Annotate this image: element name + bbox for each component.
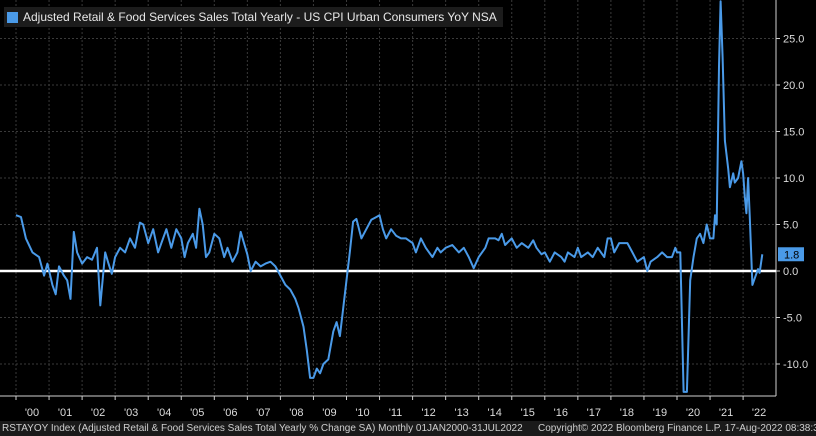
gridlines xyxy=(0,0,776,396)
x-tick-label: '10 xyxy=(355,407,369,419)
y-tick-label: 10.0 xyxy=(783,173,804,185)
y-tick-label: 20.0 xyxy=(783,80,804,92)
x-tick-label: '17 xyxy=(587,407,601,419)
y-tick-label: -5.0 xyxy=(783,313,802,325)
x-tick-label: '20 xyxy=(686,407,700,419)
series-line xyxy=(15,0,764,393)
x-tick-label: '07 xyxy=(256,407,270,419)
y-tick-label: 15.0 xyxy=(783,127,804,139)
x-tick-label: '19 xyxy=(653,407,667,419)
y-tick-label: 5.0 xyxy=(783,220,798,232)
last-value-badge xyxy=(778,247,804,262)
x-tick-label: '14 xyxy=(488,407,502,419)
x-tick-label: '03 xyxy=(124,407,138,419)
y-axis: 25.0 20.0 15.0 10.0 5.0 0.0 -5.0 -10.0 xyxy=(775,0,808,396)
x-tick-label: '15 xyxy=(521,407,535,419)
x-tick-label: '12 xyxy=(421,407,435,419)
x-tick-label: '16 xyxy=(554,407,568,419)
x-tick-label: '05 xyxy=(190,407,204,419)
footer-copyright: Copyright© 2022 Bloomberg Finance L.P. 1… xyxy=(538,423,816,434)
x-tick-label: '08 xyxy=(289,407,303,419)
x-tick-label: '11 xyxy=(389,407,403,419)
x-tick-label: '02 xyxy=(91,407,105,419)
x-tick-label: '13 xyxy=(454,407,468,419)
x-axis: '00 '01 '02 '03 '04 '05 '06 '07 '08 '09 '10 '11 '12 '… xyxy=(0,395,776,419)
y-tick-label: 25.0 xyxy=(783,34,804,46)
legend-label: Adjusted Retail & Food Services Sales To… xyxy=(23,10,497,24)
last-value-label: 1.8 xyxy=(784,249,799,261)
y-tick-label: -10.0 xyxy=(783,359,808,371)
x-tick-label: '00 xyxy=(25,407,39,419)
legend: Adjusted Retail & Food Services Sales To… xyxy=(4,7,503,27)
x-tick-label: '21 xyxy=(719,407,733,419)
legend-swatch-icon xyxy=(7,11,18,23)
footer-index-description: RSTAYOY Index (Adjusted Retail & Food Se… xyxy=(2,423,523,434)
x-tick-label: '09 xyxy=(322,407,336,419)
footer-bar: RSTAYOY Index (Adjusted Retail & Food Se… xyxy=(0,421,816,436)
x-tick-label: '04 xyxy=(157,407,171,419)
x-tick-label: '22 xyxy=(752,407,766,419)
y-tick-label: 0.0 xyxy=(783,266,798,278)
x-tick-label: '06 xyxy=(223,407,237,419)
x-tick-label: '01 xyxy=(58,407,72,419)
x-tick-label: '18 xyxy=(620,407,634,419)
